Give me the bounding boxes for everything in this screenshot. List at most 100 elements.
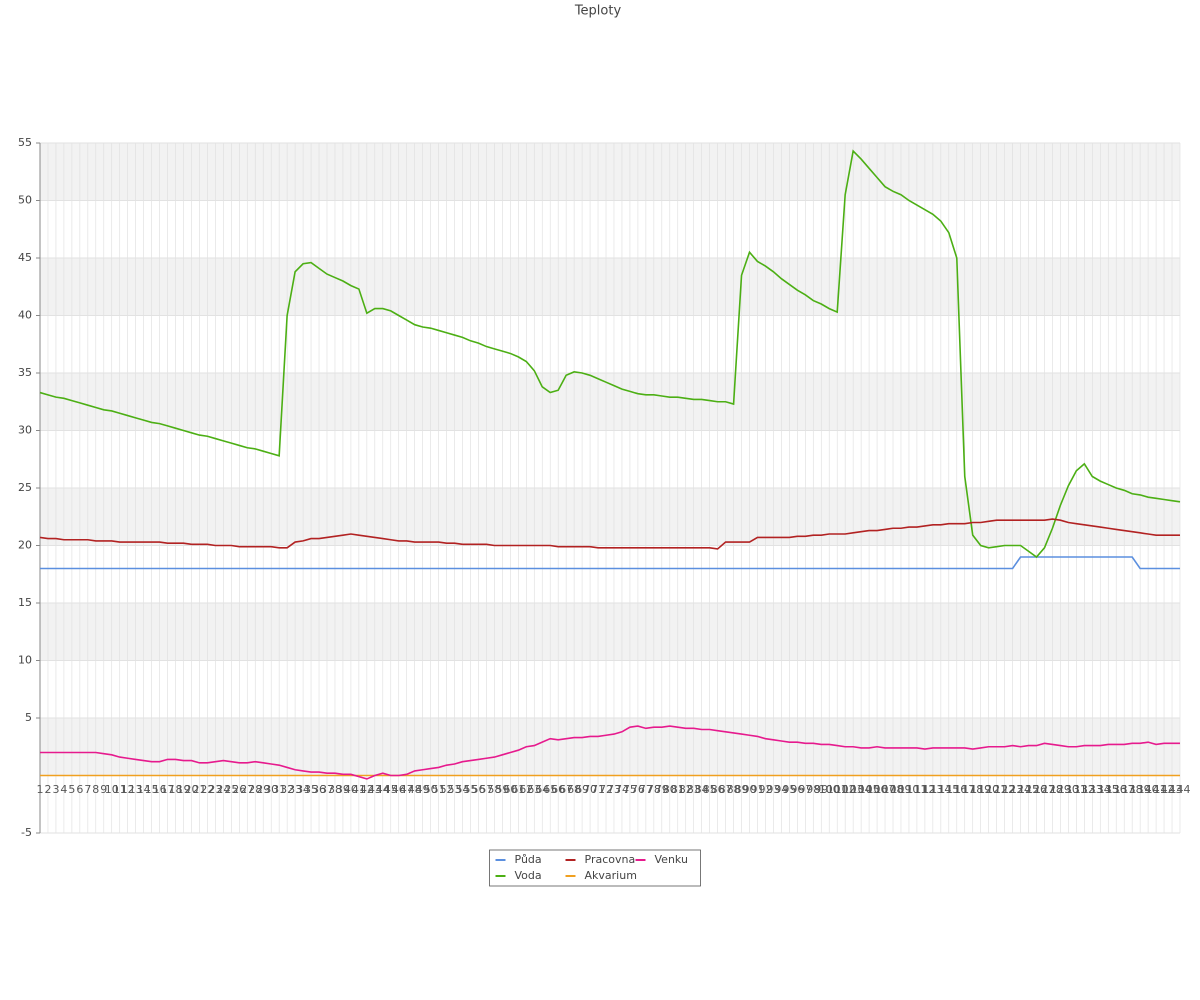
x-tick-label: 23: [208, 783, 222, 796]
legend-label: Pracovna: [585, 853, 636, 866]
x-tick-label: 65: [543, 783, 557, 796]
x-tick-label: 134: [1090, 783, 1111, 796]
grid-band: [40, 488, 1180, 546]
x-tick-label: 89: [735, 783, 749, 796]
grid-band: [40, 143, 1180, 201]
x-tick-label: 142: [1154, 783, 1175, 796]
grid-band: [40, 373, 1180, 431]
x-tick-label: 109: [890, 783, 911, 796]
x-tick-label: 85: [703, 783, 717, 796]
x-tick-label: 129: [1050, 783, 1071, 796]
y-tick-label: 55: [18, 136, 32, 149]
x-tick-label: 94: [774, 783, 788, 796]
x-tick-label: 3: [52, 783, 59, 796]
x-tick-label: 22: [200, 783, 214, 796]
x-tick-label: 115: [938, 783, 959, 796]
x-tick-label: 51: [432, 783, 446, 796]
x-tick-label: 57: [479, 783, 493, 796]
x-tick-label: 121: [986, 783, 1007, 796]
x-tick-label: 133: [1082, 783, 1103, 796]
y-tick-label: 35: [18, 366, 32, 379]
x-tick-label: 39: [336, 783, 350, 796]
x-tick-label: 141: [1146, 783, 1167, 796]
x-tick-label: 137: [1114, 783, 1135, 796]
x-tick-label: 78: [647, 783, 661, 796]
y-tick-label: 10: [18, 654, 32, 667]
x-tick-label: 95: [782, 783, 796, 796]
x-tick-label: 37: [320, 783, 334, 796]
x-tick-label: 116: [946, 783, 967, 796]
x-tick-label: 97: [798, 783, 812, 796]
x-tick-label: 99: [814, 783, 828, 796]
x-tick-label: 30: [264, 783, 278, 796]
x-tick-label: 126: [1026, 783, 1047, 796]
x-tick-label: 98: [806, 783, 820, 796]
x-tick-label: 67: [559, 783, 573, 796]
grid-band: [40, 603, 1180, 661]
x-tick-label: 54: [456, 783, 470, 796]
x-tick-label: 76: [631, 783, 645, 796]
legend-box: [489, 849, 701, 887]
x-tick-label: 84: [695, 783, 709, 796]
x-tick-label: 70: [583, 783, 597, 796]
x-tick-label: 100: [819, 783, 840, 796]
x-tick-label: 75: [623, 783, 637, 796]
x-tick-label: 46: [392, 783, 406, 796]
x-tick-label: 49: [416, 783, 430, 796]
x-tick-label: 88: [727, 783, 741, 796]
x-tick-label: 104: [851, 783, 872, 796]
x-tick-label: 81: [671, 783, 685, 796]
x-tick-label: 108: [883, 783, 904, 796]
x-tick-label: 55: [463, 783, 477, 796]
x-tick-label: 32: [280, 783, 294, 796]
x-tick-label: 59: [495, 783, 509, 796]
grid-band: [40, 258, 1180, 316]
legend-label: Venku: [655, 853, 688, 866]
x-tick-label: 6: [76, 783, 83, 796]
x-tick-label: 34: [296, 783, 310, 796]
x-tick-label: 79: [655, 783, 669, 796]
series-line: [39, 149, 1181, 559]
x-tick-label: 93: [766, 783, 780, 796]
legend-label: Akvarium: [585, 869, 637, 882]
x-tick-label: 13: [129, 783, 143, 796]
y-tick-label: 5: [25, 711, 32, 724]
x-tick-label: 36: [312, 783, 326, 796]
x-tick-label: 61: [511, 783, 525, 796]
x-tick-label: 80: [663, 783, 677, 796]
x-tick-label: 41: [352, 783, 366, 796]
x-tick-label: 52: [440, 783, 454, 796]
series-line: [39, 518, 1180, 550]
x-tick-label: 35: [304, 783, 318, 796]
x-tick-label: 131: [1066, 783, 1087, 796]
y-tick-label: 45: [18, 251, 32, 264]
x-tick-label: 138: [1122, 783, 1143, 796]
x-tick-label: 25: [224, 783, 238, 796]
x-tick-label: 10: [105, 783, 119, 796]
x-tick-label: 60: [503, 783, 517, 796]
x-tick-label: 82: [679, 783, 693, 796]
x-tick-label: 18: [169, 783, 183, 796]
x-tick-label: 132: [1074, 783, 1095, 796]
legend-label: Voda: [515, 869, 542, 882]
x-tick-label: 11: [113, 783, 127, 796]
series-line: [40, 556, 1180, 570]
x-tick-label: 103: [843, 783, 864, 796]
x-tick-label: 9: [100, 783, 107, 796]
x-tick-label: 43: [368, 783, 382, 796]
x-tick-label: 4: [60, 783, 67, 796]
x-tick-label: 19: [176, 783, 190, 796]
x-tick-label: 102: [835, 783, 856, 796]
y-tick-label: 40: [18, 309, 32, 322]
x-tick-label: 29: [256, 783, 270, 796]
series-line: [40, 725, 1180, 780]
x-tick-label: 58: [487, 783, 501, 796]
x-tick-label: 83: [687, 783, 701, 796]
x-tick-label: 15: [145, 783, 159, 796]
x-tick-label: 12: [121, 783, 135, 796]
x-tick-label: 17: [161, 783, 175, 796]
x-tick-label: 71: [591, 783, 605, 796]
x-tick-label: 127: [1034, 783, 1055, 796]
x-tick-label: 14: [137, 783, 151, 796]
